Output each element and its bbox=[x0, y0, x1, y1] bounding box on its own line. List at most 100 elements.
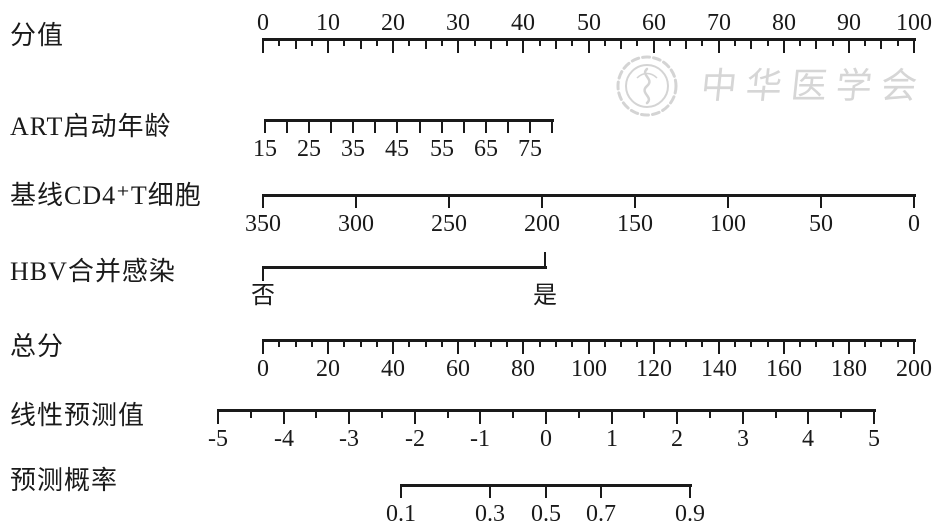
lp-tick bbox=[217, 409, 219, 424]
total-tick bbox=[441, 339, 443, 347]
points-tick bbox=[783, 38, 785, 53]
total-tick bbox=[620, 339, 622, 347]
axis-label-points: 分值 bbox=[10, 21, 65, 50]
cd4-tick-label: 0 bbox=[908, 211, 920, 237]
total-tick bbox=[425, 339, 427, 347]
total-tick bbox=[685, 339, 687, 347]
lp-tick bbox=[676, 409, 678, 424]
axis-label-hbv: HBV合并感染 bbox=[10, 257, 176, 286]
points-tick bbox=[262, 38, 264, 53]
cd4-tick-label: 200 bbox=[524, 211, 560, 237]
art-age-tick bbox=[485, 119, 487, 133]
hbv-tick-label: 否 bbox=[251, 283, 275, 309]
total-tick bbox=[636, 339, 638, 347]
lp-tick bbox=[447, 409, 449, 418]
cd4-tick bbox=[541, 194, 543, 208]
total-tick bbox=[376, 339, 378, 347]
points-tick bbox=[376, 38, 378, 46]
points-tick bbox=[408, 38, 410, 46]
cd4-axis-line bbox=[263, 194, 916, 197]
total-tick bbox=[815, 339, 817, 347]
points-tick bbox=[832, 38, 834, 46]
lp-tick-label: -1 bbox=[470, 426, 490, 452]
total-tick bbox=[311, 339, 313, 347]
points-tick bbox=[767, 38, 769, 46]
total-tick-label: 80 bbox=[511, 356, 535, 382]
cd4-tick-label: 300 bbox=[338, 211, 374, 237]
lp-tick bbox=[315, 409, 317, 418]
lp-tick-label: -2 bbox=[405, 426, 425, 452]
points-tick bbox=[278, 38, 280, 46]
lp-tick bbox=[611, 409, 613, 424]
points-tick-label: 20 bbox=[381, 10, 405, 36]
prob-tick bbox=[489, 484, 491, 498]
art-age-tick-label: 75 bbox=[518, 136, 542, 162]
cd4-tick bbox=[634, 194, 636, 208]
total-tick bbox=[392, 339, 394, 354]
points-tick bbox=[897, 38, 899, 46]
cd4-tick-label: 100 bbox=[710, 211, 746, 237]
lp-tick-label: 5 bbox=[868, 426, 880, 452]
art-age-tick-label: 15 bbox=[253, 136, 277, 162]
total-tick bbox=[799, 339, 801, 347]
hbv-axis-line bbox=[263, 266, 547, 269]
lp-tick-label: -4 bbox=[274, 426, 294, 452]
total-tick bbox=[343, 339, 345, 347]
lp-tick bbox=[381, 409, 383, 418]
points-tick bbox=[571, 38, 573, 46]
points-tick-label: 70 bbox=[707, 10, 731, 36]
hbv-tick-label: 是 bbox=[533, 283, 557, 309]
axis-label-prob: 预测概率 bbox=[10, 466, 119, 495]
prob-tick-label: 0.7 bbox=[586, 501, 616, 527]
total-tick-label: 140 bbox=[701, 356, 737, 382]
art-age-tick bbox=[374, 119, 376, 133]
points-tick bbox=[490, 38, 492, 49]
lp-tick bbox=[873, 409, 875, 424]
art-age-axis-line bbox=[265, 119, 554, 122]
points-tick bbox=[327, 38, 329, 53]
lp-tick-label: 1 bbox=[606, 426, 618, 452]
total-tick bbox=[506, 339, 508, 347]
points-tick bbox=[588, 38, 590, 53]
points-tick-label: 50 bbox=[577, 10, 601, 36]
total-tick bbox=[832, 339, 834, 347]
lp-tick bbox=[283, 409, 285, 424]
total-tick bbox=[913, 339, 915, 354]
points-tick bbox=[506, 38, 508, 46]
total-tick bbox=[669, 339, 671, 347]
points-tick-label: 80 bbox=[772, 10, 796, 36]
points-tick bbox=[360, 38, 362, 49]
total-tick-label: 180 bbox=[831, 356, 867, 382]
total-tick bbox=[457, 339, 459, 354]
prob-tick-label: 0.1 bbox=[386, 501, 416, 527]
total-tick bbox=[604, 339, 606, 347]
total-tick bbox=[408, 339, 410, 347]
total-tick bbox=[490, 339, 492, 347]
points-tick bbox=[457, 38, 459, 53]
hbv-tick bbox=[544, 252, 546, 269]
points-tick bbox=[864, 38, 866, 46]
total-tick-label: 120 bbox=[636, 356, 672, 382]
total-tick bbox=[295, 339, 297, 347]
total-tick-label: 160 bbox=[766, 356, 802, 382]
lp-tick-label: 0 bbox=[540, 426, 552, 452]
total-tick bbox=[848, 339, 850, 354]
prob-tick-label: 0.9 bbox=[675, 501, 705, 527]
prob-tick bbox=[689, 484, 691, 498]
lp-tick bbox=[807, 409, 809, 424]
cma-watermark-text: 中华医学会 bbox=[698, 66, 929, 106]
total-tick bbox=[864, 339, 866, 347]
cd4-tick bbox=[262, 194, 264, 208]
points-tick bbox=[425, 38, 427, 49]
cd4-tick-label: 350 bbox=[245, 211, 281, 237]
points-tick bbox=[620, 38, 622, 49]
axis-label-lp: 线性预测值 bbox=[10, 401, 146, 430]
points-tick-label: 90 bbox=[837, 10, 861, 36]
lp-tick bbox=[545, 409, 547, 424]
prob-tick-label: 0.5 bbox=[531, 501, 561, 527]
cd4-tick-label: 150 bbox=[617, 211, 653, 237]
points-tick bbox=[718, 38, 720, 53]
lp-tick bbox=[578, 409, 580, 418]
points-tick bbox=[311, 38, 313, 46]
